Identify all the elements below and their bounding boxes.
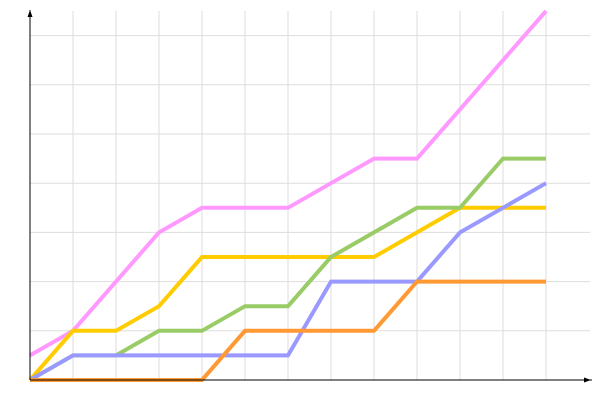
y-axis-arrow-icon <box>27 10 33 17</box>
axes <box>27 10 592 383</box>
series-line-4 <box>29 181 547 382</box>
series-line-1 <box>29 9 548 358</box>
x-axis-arrow-icon <box>584 377 591 383</box>
